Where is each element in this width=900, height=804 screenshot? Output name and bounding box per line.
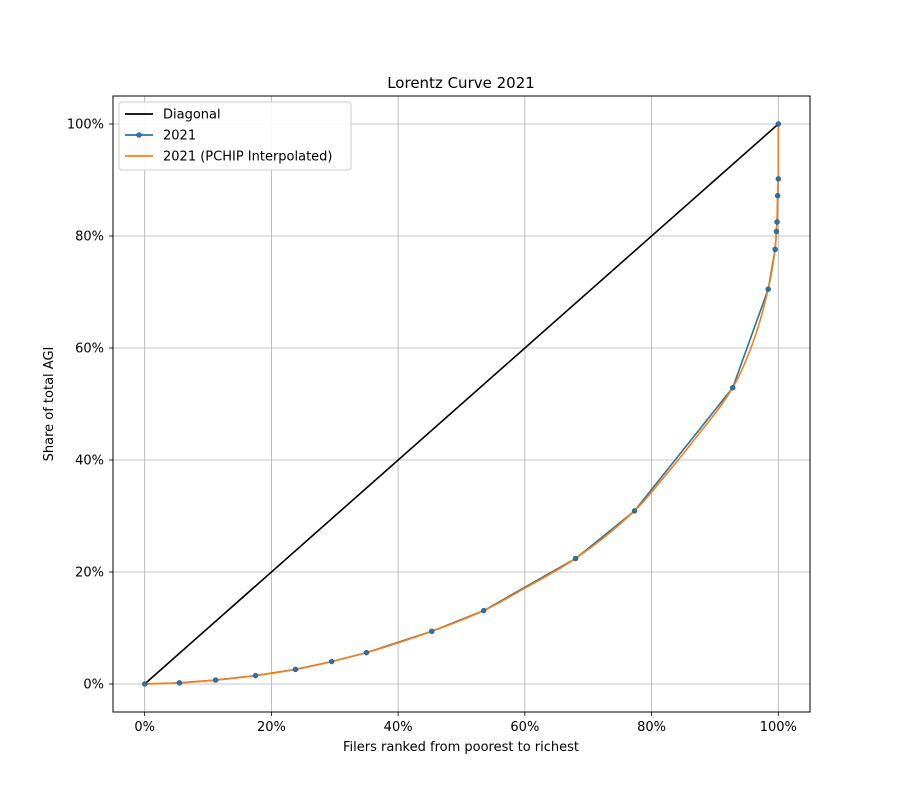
- data-point: [429, 628, 435, 635]
- data-point: [176, 680, 183, 686]
- legend: Diagonal 2021 2021 (PCHIP Interpolated): [118, 101, 352, 171]
- legend-label: 2021 (PCHIP Interpolated): [163, 150, 333, 165]
- y-tick-label: 0%: [83, 678, 104, 693]
- data-point: [772, 246, 778, 253]
- data-point: [729, 385, 736, 391]
- y-tick-label: 40%: [75, 454, 104, 469]
- x-tick-label: 0%: [134, 720, 155, 735]
- chart-title: Lorentz Curve 2021: [387, 74, 535, 92]
- plot-frame: [112, 95, 811, 713]
- data-point: [363, 649, 370, 656]
- data-point: [252, 672, 259, 679]
- series-line-diagonal: [144, 123, 779, 685]
- data-point: [631, 508, 638, 514]
- series-line-2021-pchip-interpolated: [144, 124, 780, 685]
- x-tick-label: 60%: [510, 720, 539, 735]
- legend-box: [118, 101, 352, 171]
- y-tick-label: 80%: [75, 230, 104, 245]
- data-point: [774, 192, 781, 199]
- y-axis-label: Share of total AGI: [42, 347, 57, 462]
- y-tick-label: 20%: [75, 566, 104, 581]
- x-tick-label: 80%: [637, 720, 666, 735]
- data-point: [328, 658, 335, 665]
- data-point: [775, 121, 782, 127]
- data-point: [572, 555, 579, 562]
- data-point: [292, 666, 299, 673]
- legend-marker: [136, 132, 142, 138]
- data-point: [774, 219, 780, 225]
- x-tick-label: 40%: [384, 720, 413, 735]
- data-point: [765, 286, 771, 292]
- x-tick-label: 20%: [257, 720, 286, 735]
- y-tick-label: 100%: [67, 118, 104, 133]
- x-axis-label: Filers ranked from poorest to richest: [343, 740, 579, 755]
- data-point: [773, 228, 780, 235]
- data-point: [775, 176, 782, 182]
- legend-label: Diagonal: [163, 108, 221, 123]
- data-point: [141, 681, 148, 687]
- series-lines: [141, 121, 782, 687]
- axis-ticks: 0% 20% 40% 60% 80% 100% 0% 20% 40% 60% 80% 100%: [67, 118, 797, 736]
- data-point: [480, 607, 487, 614]
- data-point: [212, 677, 219, 683]
- legend-label: 2021: [163, 129, 196, 144]
- x-tick-label: 100%: [760, 720, 797, 735]
- y-tick-label: 60%: [75, 342, 104, 357]
